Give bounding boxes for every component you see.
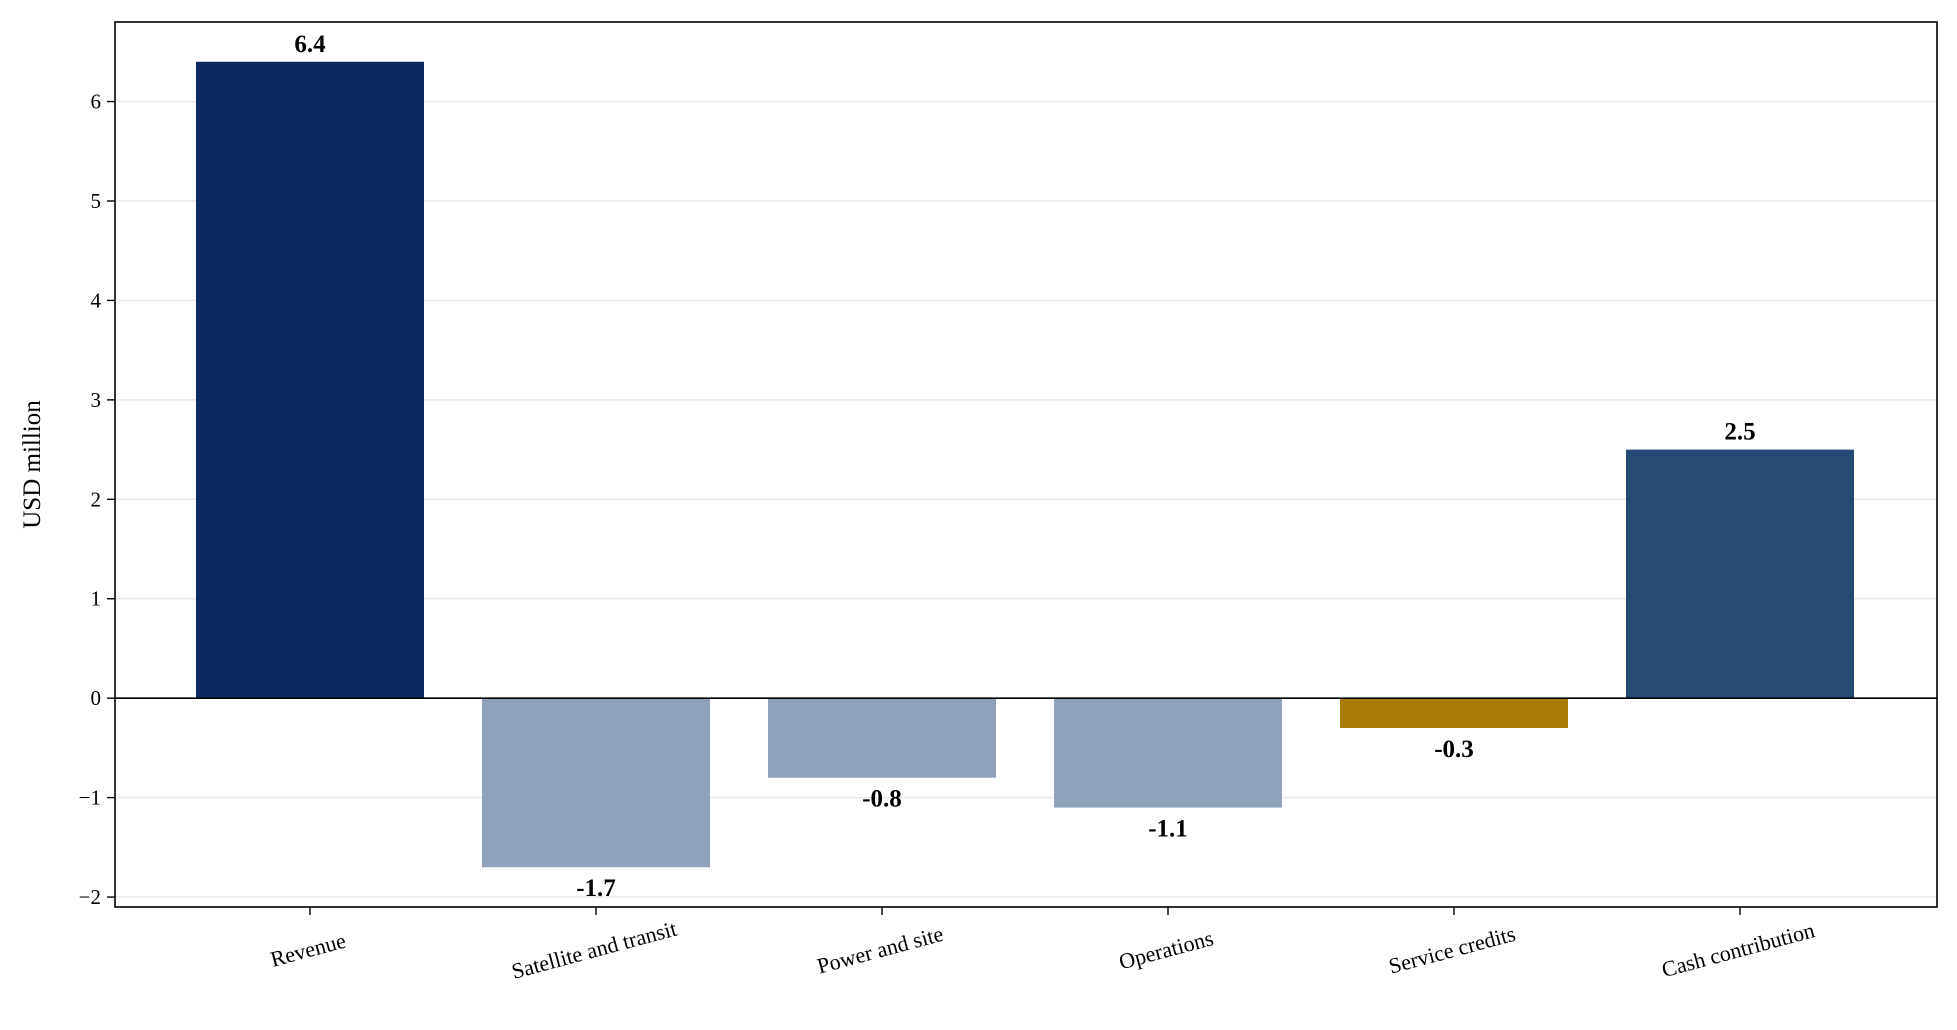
bar [482, 698, 710, 868]
y-tick-label: 5 [91, 189, 102, 213]
data-label: -1.7 [576, 875, 616, 902]
data-label: 6.4 [294, 31, 326, 58]
y-tick-label: −1 [79, 786, 101, 810]
bar [1340, 698, 1568, 729]
data-label: -1.1 [1148, 816, 1188, 843]
x-tick-label: Service credits [1386, 921, 1518, 979]
x-tick-label: Cash contribution [1659, 917, 1817, 982]
data-labels: 6.4 -1.7 -0.8 -1.1 -0.3 2.5 [294, 31, 1755, 902]
y-tick-label: 3 [91, 388, 102, 412]
y-tick-label: 0 [91, 686, 102, 710]
y-tick-label: −2 [79, 885, 101, 909]
plot-frame [114, 21, 1938, 908]
y-axis-ticks: −2 −1 0 1 2 3 4 5 6 [79, 90, 115, 909]
x-tick-label: Power and site [814, 921, 946, 979]
data-label: -0.8 [862, 786, 902, 813]
bar [768, 698, 996, 778]
bar [1626, 449, 1854, 699]
y-tick-label: 2 [91, 487, 102, 511]
y-tick-label: 6 [91, 90, 102, 114]
bars [196, 61, 1854, 868]
data-label: 2.5 [1724, 419, 1755, 446]
y-tick-label: 1 [91, 587, 102, 611]
x-axis-ticks: Revenue Satellite and transit Power and si… [268, 907, 1817, 984]
x-tick-label: Satellite and transit [509, 916, 680, 984]
x-tick-label: Operations [1116, 925, 1216, 974]
y-tick-label: 4 [91, 288, 102, 312]
y-axis-title: USD million [19, 400, 46, 529]
bar [1054, 698, 1282, 808]
x-tick-label: Revenue [268, 928, 349, 972]
bar [196, 61, 424, 699]
data-label: -0.3 [1434, 736, 1474, 763]
